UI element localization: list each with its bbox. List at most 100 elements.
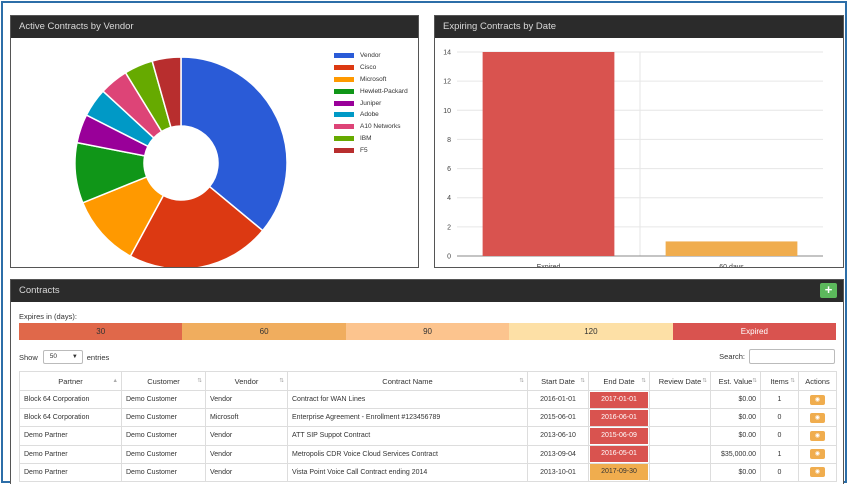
cell-partner: Block 64 Corporation	[19, 408, 122, 428]
table-row[interactable]: Block 64 Corporation Demo Customer Microso…	[19, 408, 837, 428]
cell-partner: Block 64 Corporation	[19, 389, 122, 410]
column-header-est-value[interactable]: Est. Value ⇅	[710, 371, 761, 391]
cell-vendor: Microsoft	[205, 408, 288, 428]
legend-item-hewlett-packard[interactable]: Hewlett-Packard	[334, 85, 408, 97]
legend-swatch	[334, 65, 354, 71]
sort-asc-icon: ▲	[112, 378, 118, 384]
cell-review	[649, 444, 711, 464]
legend-item-adobe[interactable]: Adobe	[334, 109, 408, 121]
cell-review	[649, 389, 711, 410]
x-tick-label: Expired	[537, 264, 561, 267]
table-body: Block 64 Corporation Demo Customer Vendor C…	[19, 389, 837, 482]
expires-segment-30: 30	[19, 323, 183, 340]
table-row[interactable]: Demo Partner Demo Customer Vendor Vista Poi…	[19, 462, 837, 482]
legend-label: Vendor	[360, 52, 381, 60]
entries-select[interactable]: 50 ▼	[42, 350, 83, 364]
vendor-donut-chart	[74, 56, 288, 267]
cell-actions: ◉	[798, 426, 837, 446]
cell-value: $0.00	[710, 389, 761, 410]
table-row[interactable]: Demo Partner Demo Customer Vendor Metropoli…	[19, 444, 837, 464]
entries-select-value: 50	[49, 353, 57, 360]
sort-icon: ⇅	[519, 378, 524, 384]
eye-icon[interactable]: ◉	[810, 412, 825, 423]
show-label: Show	[19, 352, 38, 362]
legend-item-a10-networks[interactable]: A10 Networks	[334, 121, 408, 133]
legend-swatch	[334, 147, 354, 153]
table-search: Search:	[719, 349, 835, 364]
sort-icon: ⇅	[752, 378, 757, 384]
column-header-end-date[interactable]: End Date ⇅	[588, 371, 650, 391]
cell-name: Vista Point Voice Call Contract ending 2…	[287, 462, 528, 482]
x-tick-label: 60 days	[719, 264, 744, 267]
column-header-label: Partner	[58, 376, 83, 386]
legend-item-cisco[interactable]: Cisco	[334, 62, 408, 74]
search-input[interactable]	[749, 349, 835, 364]
legend-label: Adobe	[360, 111, 379, 119]
add-contract-button[interactable]: +	[820, 283, 837, 298]
cell-start: 2013-10-01	[527, 462, 589, 482]
column-header-label: Customer	[147, 376, 180, 386]
vendor-chart-legend: Vendor Cisco Microsoft Hewlett-Packard Junip…	[334, 50, 408, 156]
cell-end: 2017-09-30	[588, 462, 650, 482]
column-header-label: Items	[770, 376, 789, 386]
cell-start: 2013-09-04	[527, 444, 589, 464]
cell-partner: Demo Partner	[19, 462, 122, 482]
expires-segment-expired: Expired	[672, 323, 837, 340]
expiring-chart-panel: Expiring Contracts by Date 0 2 4 6 8 10 12 14 Ex…	[434, 15, 844, 268]
eye-icon[interactable]: ◉	[810, 394, 825, 405]
entries-label: entries	[86, 352, 110, 362]
legend-item-microsoft[interactable]: Microsoft	[334, 74, 408, 86]
column-header-partner[interactable]: Partner ▲	[19, 371, 122, 391]
eye-icon[interactable]: ◉	[810, 449, 825, 460]
legend-swatch	[334, 76, 354, 82]
sort-icon: ⇅	[641, 378, 646, 384]
bar-expired[interactable]	[482, 52, 615, 256]
pie-slice-cisco[interactable]	[129, 185, 264, 267]
legend-item-juniper[interactable]: Juniper	[334, 97, 408, 109]
legend-item-ibm[interactable]: IBM	[334, 133, 408, 145]
bar-60-days[interactable]	[665, 241, 798, 256]
legend-swatch	[334, 112, 354, 118]
table-row[interactable]: Demo Partner Demo Customer Vendor ATT SIP S…	[19, 426, 837, 446]
legend-label: Cisco	[360, 64, 377, 72]
legend-item-vendor[interactable]: Vendor	[334, 50, 408, 62]
cell-vendor: Vendor	[205, 389, 288, 410]
y-tick-label: 12	[443, 79, 451, 86]
sort-icon: ⇅	[790, 378, 795, 384]
legend-swatch	[334, 53, 354, 59]
column-header-review-date[interactable]: Review Date ⇅	[649, 371, 711, 391]
column-header-label: Est. Value	[718, 376, 753, 386]
expires-segment-120: 120	[509, 323, 673, 340]
sort-icon: ⇅	[702, 378, 707, 384]
legend-label: Hewlett-Packard	[360, 87, 408, 95]
eye-icon[interactable]: ◉	[810, 430, 825, 441]
column-header-items[interactable]: Items ⇅	[760, 371, 799, 391]
cell-value: $0.00	[710, 408, 761, 428]
column-header-actions[interactable]: Actions	[798, 371, 837, 391]
pie-slice-vendor[interactable]	[180, 56, 288, 232]
end-date-badge: 2016-06-01	[590, 409, 648, 426]
legend-label: IBM	[360, 134, 372, 142]
column-header-contract-name[interactable]: Contract Name ⇅	[287, 371, 528, 391]
end-date-badge: 2016-05-01	[590, 446, 648, 463]
legend-item-f5[interactable]: F5	[334, 144, 408, 156]
cell-customer: Demo Customer	[121, 444, 206, 464]
column-header-customer[interactable]: Customer ⇅	[121, 371, 206, 391]
cell-start: 2016-01-01	[527, 389, 589, 410]
cell-review	[649, 462, 711, 482]
column-header-label: Review Date	[658, 376, 702, 386]
cell-name: Metropolis CDR Voice Cloud Services Cont…	[287, 444, 528, 464]
cell-vendor: Vendor	[205, 444, 288, 464]
contracts-title: Contracts	[11, 280, 843, 302]
legend-label: F5	[360, 146, 368, 154]
column-header-vendor[interactable]: Vendor ⇅	[205, 371, 288, 391]
contracts-table: Partner ▲ Customer ⇅ Vendor ⇅ Contract Name ⇅ St…	[19, 371, 837, 482]
sort-icon: ⇅	[580, 378, 585, 384]
eye-icon[interactable]: ◉	[810, 467, 825, 478]
table-row[interactable]: Block 64 Corporation Demo Customer Vendor C…	[19, 389, 837, 410]
column-header-label: Vendor	[234, 376, 259, 386]
column-header-start-date[interactable]: Start Date ⇅	[527, 371, 589, 391]
column-header-label: End Date	[603, 376, 635, 386]
pie-slice-f5[interactable]	[151, 56, 182, 129]
